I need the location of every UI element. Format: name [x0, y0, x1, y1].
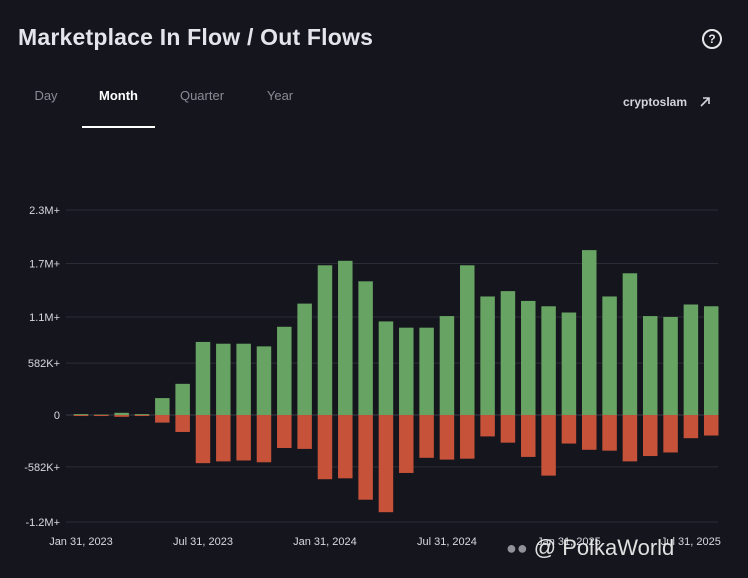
y-tick-label: -582K+ — [24, 462, 60, 474]
outflow-bar[interactable] — [561, 415, 577, 444]
page-title: Marketplace In Flow / Out Flows — [18, 24, 374, 50]
outflow-bar[interactable] — [277, 415, 292, 449]
x-tick-label: Jan 31, 2023 — [49, 536, 113, 548]
tab-month-label: Month — [99, 88, 138, 103]
x-tick-label: Jan 31, 2024 — [293, 536, 357, 548]
outflow-bar[interactable] — [338, 415, 353, 479]
outflow-bar[interactable] — [358, 415, 373, 500]
tab-year-label: Year — [266, 88, 294, 103]
tab-day[interactable]: Day — [22, 88, 70, 128]
outflow-bar[interactable] — [683, 415, 699, 439]
outflow-bar[interactable] — [216, 415, 231, 462]
inflow-bar[interactable] — [73, 414, 89, 416]
inflow-bar[interactable] — [703, 306, 719, 416]
inflow-bar[interactable] — [378, 321, 394, 416]
active-tab-indicator — [82, 126, 155, 128]
inflow-bar[interactable] — [541, 306, 556, 416]
inflow-bar[interactable] — [317, 265, 333, 416]
inflow-bar[interactable] — [622, 273, 638, 416]
y-tick-label: 1.7M+ — [29, 258, 60, 270]
inflow-bar[interactable] — [439, 316, 455, 416]
x-tick-label: Jan 31, 2025 — [537, 536, 601, 548]
inflow-bar[interactable] — [175, 383, 190, 416]
outflow-bar[interactable] — [94, 415, 109, 417]
outflow-bar[interactable] — [236, 415, 251, 461]
tab-quarter-label: Quarter — [179, 88, 225, 103]
inflow-bar[interactable] — [236, 343, 251, 416]
y-tick-label: 582K+ — [28, 358, 60, 370]
inflow-bar[interactable] — [663, 316, 678, 416]
timeframe-tabs: Day Month Quarter Year — [0, 88, 400, 128]
inflow-bar[interactable] — [195, 341, 211, 416]
outflow-bar[interactable] — [602, 415, 617, 451]
outflow-bar[interactable] — [175, 415, 190, 432]
inflow-bar[interactable] — [155, 398, 170, 416]
outflow-bar[interactable] — [378, 415, 394, 513]
y-tick-label: 2.3M+ — [29, 205, 60, 217]
inflow-bar[interactable] — [297, 303, 312, 416]
x-tick-label: Jul 31, 2025 — [661, 536, 721, 548]
inflow-bar[interactable] — [114, 412, 129, 416]
outflow-bar[interactable] — [297, 415, 312, 449]
inflow-bar[interactable] — [582, 250, 597, 416]
outflow-bar[interactable] — [134, 415, 150, 417]
outflow-bar[interactable] — [439, 415, 455, 460]
inflow-bar[interactable] — [460, 265, 475, 416]
tab-year[interactable]: Year — [256, 88, 304, 128]
x-tick-label: Jul 31, 2024 — [417, 536, 477, 548]
outflow-bar[interactable] — [114, 415, 129, 417]
outflow-bar[interactable] — [541, 415, 556, 476]
tab-quarter[interactable]: Quarter — [170, 88, 234, 128]
y-tick-label: -1.2M+ — [25, 517, 60, 529]
inflow-bar[interactable] — [216, 343, 231, 416]
tab-month[interactable]: Month — [82, 88, 155, 128]
inflow-bar[interactable] — [500, 291, 516, 416]
inflow-bar[interactable] — [338, 260, 353, 416]
outflow-bar[interactable] — [256, 415, 272, 463]
source-label: cryptoslam — [623, 95, 688, 109]
outflow-bar[interactable] — [399, 415, 414, 473]
outflow-bar[interactable] — [195, 415, 211, 464]
inflow-bar[interactable] — [521, 300, 536, 416]
inflow-bar[interactable] — [134, 414, 150, 416]
y-tick-label: 0 — [54, 410, 60, 422]
inflow-bar[interactable] — [561, 312, 577, 416]
outflow-bar[interactable] — [73, 415, 89, 417]
inflow-bar[interactable] — [399, 327, 414, 416]
outflow-bar[interactable] — [460, 415, 475, 459]
watermark-label: @ PolkaWorld — [533, 535, 675, 560]
inflow-bar[interactable] — [419, 327, 434, 416]
inflow-bar[interactable] — [277, 326, 292, 416]
tab-day-label: Day — [34, 88, 58, 103]
inflow-bar[interactable] — [358, 281, 373, 416]
outflow-bar[interactable] — [317, 415, 333, 480]
outflow-bar[interactable] — [419, 415, 434, 458]
inflow-bar[interactable] — [642, 316, 658, 416]
wechat-icon: ●● — [506, 537, 528, 558]
outflow-bar[interactable] — [642, 415, 658, 457]
inflow-bar[interactable] — [683, 304, 699, 416]
outflow-bar[interactable] — [480, 415, 495, 437]
outflow-bar[interactable] — [663, 415, 678, 453]
x-tick-label: Jul 31, 2023 — [173, 536, 233, 548]
outflow-bar[interactable] — [582, 415, 597, 450]
y-tick-label: 1.1M+ — [29, 312, 60, 324]
watermark: ●● @ PolkaWorld — [506, 535, 674, 561]
outflow-bar[interactable] — [521, 415, 536, 457]
question-circle-icon[interactable]: ? — [702, 29, 722, 49]
arrow-up-right-icon — [700, 97, 710, 107]
outflow-bar[interactable] — [622, 415, 638, 462]
outflow-bar[interactable] — [500, 415, 516, 443]
inflow-bar[interactable] — [480, 296, 495, 416]
cryptoslam-link[interactable]: cryptoslam — [623, 95, 711, 109]
inflow-bar[interactable] — [602, 296, 617, 416]
inflow-bar[interactable] — [256, 346, 272, 416]
outflow-bar[interactable] — [703, 415, 719, 436]
outflow-bar[interactable] — [155, 415, 170, 423]
